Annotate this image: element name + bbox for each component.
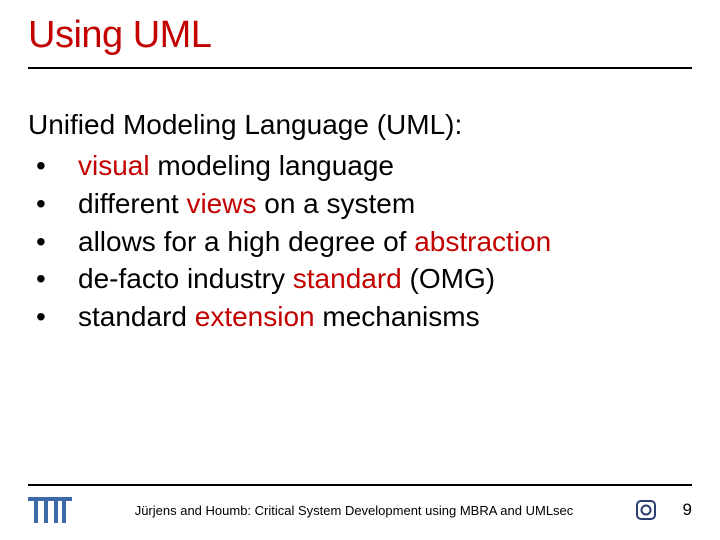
bullet-list: • visual modeling language • different v…	[28, 147, 692, 336]
bullet-item: • standard extension mechanisms	[36, 298, 692, 336]
page-number: 9	[674, 500, 692, 520]
bullet-item: • visual modeling language	[36, 147, 692, 185]
bullet-text: de-facto industry standard (OMG)	[78, 260, 495, 298]
footer-badge-icon	[636, 500, 656, 520]
footer: Jürjens and Houmb: Critical System Devel…	[28, 492, 692, 528]
bullet-marker: •	[36, 147, 78, 185]
bullet-text: different views on a system	[78, 185, 415, 223]
footer-text: Jürjens and Houmb: Critical System Devel…	[72, 503, 636, 518]
intro-line: Unified Modeling Language (UML):	[28, 109, 692, 141]
bullet-item: • allows for a high degree of abstractio…	[36, 223, 692, 261]
bullet-marker: •	[36, 298, 78, 336]
bullet-text: visual modeling language	[78, 147, 394, 185]
bullet-item: • de-facto industry standard (OMG)	[36, 260, 692, 298]
bullet-text: allows for a high degree of abstraction	[78, 223, 551, 261]
bullet-marker: •	[36, 260, 78, 298]
bullet-marker: •	[36, 223, 78, 261]
bullet-text: standard extension mechanisms	[78, 298, 480, 336]
bullet-item: • different views on a system	[36, 185, 692, 223]
title-divider	[28, 67, 692, 69]
tum-logo-icon	[28, 497, 72, 523]
bullet-marker: •	[36, 185, 78, 223]
slide-title: Using UML	[28, 14, 692, 57]
footer-divider	[28, 484, 692, 486]
